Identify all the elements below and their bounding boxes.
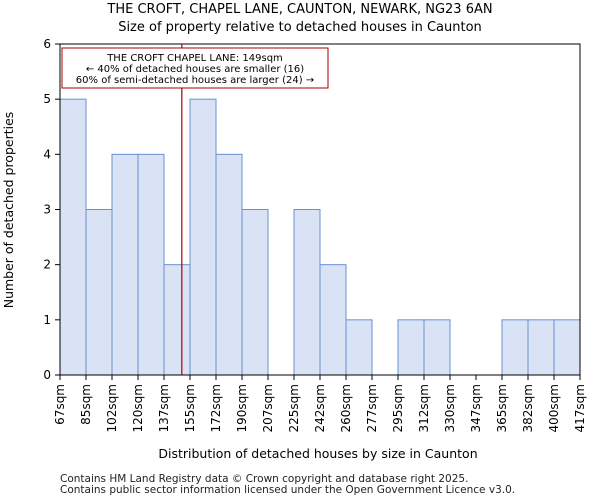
x-tick-label-207sqm: 207sqm: [261, 384, 275, 432]
bar-85sqm: [85, 209, 113, 376]
x-tick-label-277sqm: 277sqm: [365, 384, 379, 432]
bar-260sqm: [345, 319, 373, 376]
bar-400sqm: [553, 319, 581, 376]
chart-title: THE CROFT, CHAPEL LANE, CAUNTON, NEWARK,…: [107, 2, 493, 17]
x-tick-label-155sqm: 155sqm: [183, 384, 197, 432]
x-tick-label-382sqm: 382sqm: [521, 384, 535, 432]
bar-120sqm: [137, 153, 165, 376]
x-tick-label-190sqm: 190sqm: [235, 384, 249, 432]
bar-295sqm: [397, 319, 425, 376]
plot-frame: [59, 43, 581, 376]
x-tick-label-242sqm: 242sqm: [313, 384, 327, 432]
bar-172sqm: [215, 153, 243, 376]
y-tick-label-6: 6: [43, 37, 51, 51]
x-tick-label-312sqm: 312sqm: [417, 384, 431, 432]
x-tick-label-85sqm: 85sqm: [79, 384, 93, 425]
x-tick-label-225sqm: 225sqm: [287, 384, 301, 432]
x-tick-label-400sqm: 400sqm: [547, 384, 561, 432]
footer-line-2: Contains public sector information licen…: [60, 484, 516, 496]
bar-155sqm: [189, 98, 217, 376]
bar-102sqm: [111, 153, 139, 376]
x-tick-label-330sqm: 330sqm: [443, 384, 457, 432]
bar-137sqm: [163, 264, 191, 376]
bar-382sqm: [527, 319, 555, 376]
y-tick-label-5: 5: [43, 92, 51, 106]
annotation-box: THE CROFT CHAPEL LANE: 149sqm ← 40% of d…: [61, 47, 329, 89]
annotation-frame: [61, 47, 329, 89]
bar-365sqm: [501, 319, 529, 376]
x-tick-label-102sqm: 102sqm: [105, 384, 119, 432]
y-axis-label: Number of detached properties: [1, 112, 16, 309]
bar-242sqm: [319, 264, 347, 376]
annotation-line-3: 60% of semi-detached houses are larger (…: [76, 75, 314, 86]
x-tick-label-295sqm: 295sqm: [391, 384, 405, 432]
x-tick-label-172sqm: 172sqm: [209, 384, 223, 432]
x-tick-label-120sqm: 120sqm: [131, 384, 145, 432]
x-tick-label-137sqm: 137sqm: [157, 384, 171, 432]
x-tick-label-347sqm: 347sqm: [469, 384, 483, 432]
y-tick-label-3: 3: [43, 203, 51, 217]
bar-225sqm: [293, 209, 321, 376]
footer-line-1: Contains HM Land Registry data © Crown c…: [60, 473, 469, 485]
y-tick-label-4: 4: [43, 147, 51, 161]
x-tick-label-365sqm: 365sqm: [495, 384, 509, 432]
x-axis-ticks: 67sqm 85sqm 102sqm 120sqm 137sqm 155sqm 172sqm…: [53, 375, 587, 432]
x-tick-label-67sqm: 67sqm: [53, 384, 67, 425]
annotation-line-2: ← 40% of detached houses are smaller (16…: [86, 64, 304, 75]
y-axis-ticks: 0 1 2 3 4 5 6: [43, 37, 60, 382]
y-tick-label-1: 1: [43, 313, 51, 327]
y-tick-label-0: 0: [43, 368, 51, 382]
x-tick-label-417sqm: 417sqm: [573, 384, 587, 432]
annotation-line-1: THE CROFT CHAPEL LANE: 149sqm: [106, 53, 283, 64]
x-axis-label: Distribution of detached houses by size …: [158, 446, 477, 461]
x-tick-label-260sqm: 260sqm: [339, 384, 353, 432]
bars-group: [59, 98, 581, 376]
bar-190sqm: [241, 209, 269, 376]
y-tick-label-2: 2: [43, 258, 51, 272]
chart-subtitle: Size of property relative to detached ho…: [118, 20, 482, 35]
bar-67sqm: [59, 98, 87, 376]
bar-312sqm: [423, 319, 451, 376]
